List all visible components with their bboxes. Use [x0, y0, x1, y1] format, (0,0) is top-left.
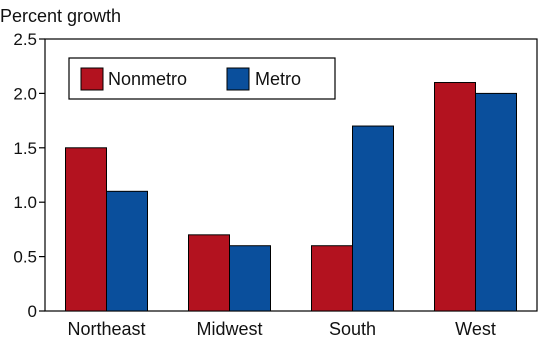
legend-swatch-metro: [226, 67, 250, 91]
bar-nonmetro-south: [311, 245, 353, 312]
legend-label-nonmetro: Nonmetro: [108, 69, 187, 89]
legend-box: [68, 57, 336, 100]
plot-area: 0 0.5 1.0 1.5 2.0 2.5 Northeast Midwest South Wes…: [13, 30, 538, 339]
plot-frame: [44, 38, 538, 312]
bar-metro-northeast: [106, 190, 148, 312]
y-tick-label: 0.5: [13, 248, 37, 267]
x-tick-label: Midwest: [196, 319, 262, 339]
legend: Nonmetro Metro: [68, 57, 336, 100]
y-tick-label: 2.0: [13, 84, 37, 103]
legend-label-metro: Metro: [255, 69, 301, 89]
x-tick-label: Northeast: [67, 319, 145, 339]
y-tick-label: 1.5: [13, 139, 37, 158]
legend-swatch-nonmetro: [80, 67, 104, 91]
y-tick-label: 2.5: [13, 30, 37, 49]
x-tick-label: South: [329, 319, 376, 339]
bar-metro-west: [475, 92, 517, 312]
bar-nonmetro-midwest: [188, 234, 230, 312]
bar-metro-south: [352, 125, 394, 312]
y-tick-label: 1.0: [13, 193, 37, 212]
bar-nonmetro-northeast: [65, 147, 107, 312]
bar-nonmetro-west: [434, 82, 476, 312]
x-tick-label: West: [455, 319, 496, 339]
y-axis-label: Percent growth: [0, 6, 121, 26]
y-tick-label: 0: [28, 302, 37, 321]
bar-metro-midwest: [229, 245, 271, 312]
